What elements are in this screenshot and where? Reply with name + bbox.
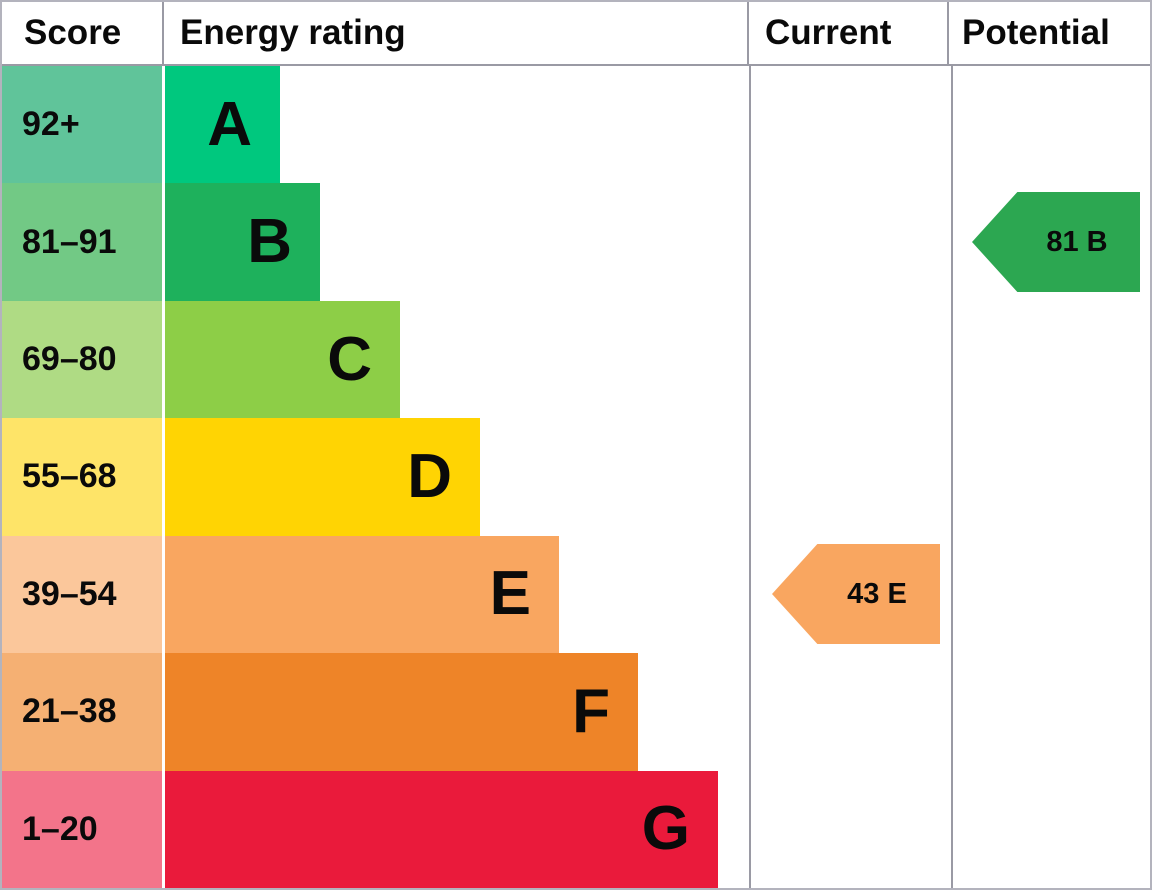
- potential-arrow-label: 81 B: [1046, 225, 1108, 258]
- band-letter-g: G: [641, 794, 690, 864]
- band-bar-b: B: [165, 183, 320, 301]
- band-letter-a: A: [207, 89, 252, 159]
- score-column-header: Score: [24, 13, 122, 52]
- band-bar-g: G: [165, 770, 718, 888]
- band-letter-c: C: [327, 324, 372, 394]
- band-row-d: 55–68 D: [2, 418, 1150, 536]
- column-gap: [162, 183, 165, 301]
- current-column-header: Current: [747, 2, 947, 64]
- band-row-c: 69–80 C: [2, 300, 1150, 419]
- band-bar-f: F: [165, 653, 638, 771]
- column-gap: [162, 300, 165, 419]
- chart-body: 92+ A 81–91 B 69–80 C: [2, 66, 1150, 888]
- current-arrow-label: 43 E: [847, 577, 907, 610]
- score-range-c: 69–80: [2, 300, 162, 419]
- score-range-a: 92+: [2, 66, 162, 184]
- score-range-f: 21–38: [2, 653, 162, 771]
- band-row-b: 81–91 B: [2, 183, 1150, 301]
- band-bar-e: E: [165, 535, 559, 654]
- column-gap: [162, 418, 165, 536]
- column-gap: [162, 653, 165, 771]
- band-row-a: 92+ A: [2, 66, 1150, 184]
- band-bar-c: C: [165, 300, 400, 419]
- band-letter-b: B: [247, 207, 292, 277]
- band-letter-e: E: [489, 559, 531, 629]
- band-row-e: 39–54 E: [2, 535, 1150, 654]
- current-column-divider: [749, 66, 751, 888]
- band-bar-a: A: [165, 66, 280, 184]
- band-bar-d: D: [165, 418, 480, 536]
- score-range-d: 55–68: [2, 418, 162, 536]
- band-row-f: 21–38 F: [2, 653, 1150, 771]
- potential-column-header: Potential: [947, 2, 1150, 64]
- column-gap: [162, 66, 165, 184]
- score-range-b: 81–91: [2, 183, 162, 301]
- band-row-g: 1–20 G: [2, 770, 1150, 888]
- score-range-e: 39–54: [2, 535, 162, 654]
- potential-column-divider: [951, 66, 953, 888]
- band-letter-f: F: [572, 676, 610, 746]
- band-letter-d: D: [407, 441, 452, 511]
- energy-rating-column-header: Energy rating: [162, 2, 747, 64]
- column-gap: [162, 770, 165, 888]
- score-range-g: 1–20: [2, 770, 162, 888]
- table-header: Score Energy rating Current Potential: [2, 2, 1150, 66]
- column-gap: [162, 535, 165, 654]
